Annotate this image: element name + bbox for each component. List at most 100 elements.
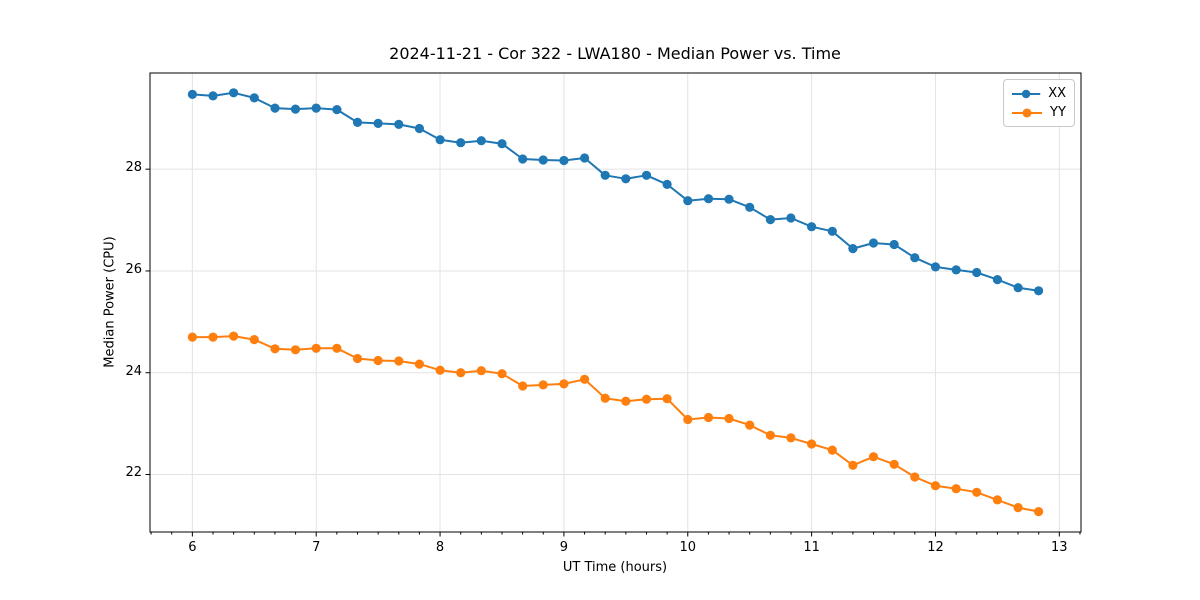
legend: XX YY [1003,79,1075,127]
data-point [703,412,714,423]
axis-ticks [145,168,1081,537]
data-point [580,153,590,163]
data-point [373,118,383,128]
legend-entry-xx: XX [1011,84,1066,103]
data-point [352,353,363,364]
data-point [456,368,466,378]
data-point [745,202,755,212]
x-tick-label: 7 [312,540,321,555]
x-tick-label: 12 [927,540,944,555]
data-point [807,222,817,232]
data-point [930,481,941,491]
data-point [848,460,858,470]
data-point [311,343,321,353]
data-point [497,139,507,149]
x-tick-label: 11 [803,540,820,555]
data-point [827,445,837,455]
data-point [497,369,507,379]
data-point [187,89,197,99]
data-point [414,359,424,369]
data-point [724,194,734,204]
data-point [394,119,404,129]
data-point [332,105,342,115]
data-point [683,196,693,206]
data-point [559,379,569,389]
legend-label-xx: XX [1048,86,1066,101]
data-point [786,433,796,443]
data-point [229,331,239,341]
data-point [332,343,342,353]
data-point [951,265,961,275]
data-point [187,332,197,342]
data-point [476,366,486,376]
data-point [868,238,879,248]
data-point [910,472,920,482]
data-point [270,344,280,354]
data-point [600,393,610,403]
plot-border [149,72,1082,533]
data-point [951,484,961,494]
data-point [373,355,383,366]
data-point [621,396,631,406]
data-point [889,459,899,469]
data-point [518,381,528,391]
legend-entry-yy: YY [1011,103,1066,122]
data-point [889,239,899,250]
data-point [518,154,528,164]
data-point [786,213,796,223]
chart-title: 2024-11-21 - Cor 322 - LWA180 - Median P… [389,44,841,63]
data-point [848,244,858,254]
x-tick-label: 8 [435,540,445,555]
data-point [414,123,424,134]
data-point [1034,507,1044,517]
x-axis-label: UT Time (hours) [562,560,668,575]
data-point [600,170,610,180]
data-point [930,262,941,272]
data-point [745,420,755,430]
data-point [868,452,879,462]
y-axis-label: Median Power (CPU) [102,236,118,368]
data-point [662,394,672,404]
data-point [807,439,817,449]
data-point [229,88,239,98]
data-point [456,138,466,148]
data-point [827,226,837,236]
data-point [435,135,445,145]
y-tick-label: 24 [125,363,142,379]
y-tick-label: 26 [125,261,142,277]
data-point [435,365,445,375]
data-point [476,136,486,146]
data-point [910,253,920,263]
x-tick-label: 6 [188,540,197,555]
data-point [580,374,590,384]
data-point [683,414,693,425]
data-point [972,267,982,278]
x-tick-label: 13 [1051,540,1068,555]
data-point [765,430,776,440]
grid-lines [150,73,1081,532]
data-point [249,335,259,345]
data-point [992,495,1003,505]
x-tick-label: 10 [679,540,697,555]
data-point [765,215,776,225]
data-point [394,356,404,366]
data-point [270,103,280,113]
data-point [311,103,321,113]
data-point [538,155,548,165]
data-point [1013,503,1023,513]
series-line-yy [192,335,1039,513]
data-point [972,487,982,497]
data-point [703,194,714,204]
data-point [559,155,569,166]
data-point [641,170,652,180]
data-point [249,93,259,103]
data-point [208,332,218,342]
legend-sample-yy [1012,108,1042,117]
data-point [662,179,672,189]
legend-sample-xx [1011,89,1041,98]
data-point [290,104,301,114]
series-yy [187,331,1044,517]
data-point [1034,286,1044,296]
y-tick-label: 28 [125,160,142,176]
series-xx [187,88,1044,296]
